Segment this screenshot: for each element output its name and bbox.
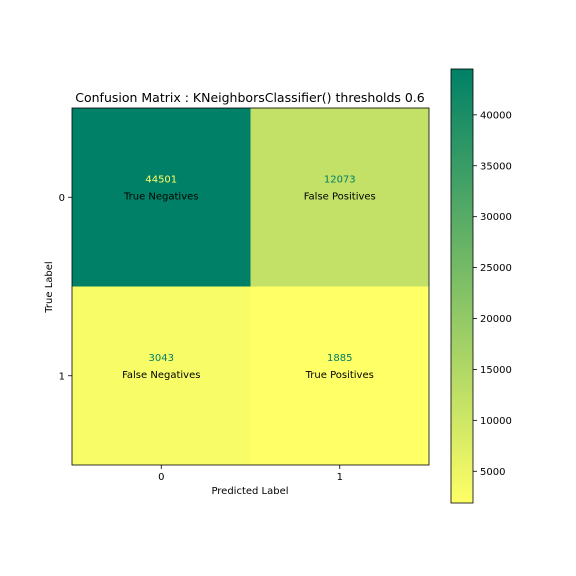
matrix-cells: 44501 True Negatives 12073 False Positives 3…	[72, 108, 429, 465]
colorbar-tick-label: 20000	[480, 314, 512, 325]
matrix-cell	[72, 108, 251, 287]
colorbar-tick-label: 30000	[480, 212, 512, 223]
x-tick-label: 1	[337, 472, 343, 483]
cell-label: True Positives	[305, 370, 374, 381]
colorbar-tick-label: 40000	[480, 110, 512, 121]
y-axis-ticks: 01	[59, 193, 72, 382]
colorbar-tick-label: 15000	[480, 365, 512, 376]
cell-value: 12073	[324, 174, 356, 185]
colorbar-ticks: 5000 10000 15000 20000 25000 30000 35000 40000	[473, 110, 512, 478]
colorbar-tick-label: 25000	[480, 263, 512, 274]
y-axis-label: True Label	[44, 261, 55, 313]
matrix-cell	[250, 286, 429, 465]
cell-label: True Negatives	[123, 191, 199, 202]
cell-label: False Positives	[304, 191, 376, 202]
matrix-cell	[72, 286, 251, 465]
cell-value: 3043	[149, 353, 174, 364]
colorbar	[450, 68, 474, 504]
chart-title: Confusion Matrix : KNeighborsClassifier(…	[75, 90, 425, 105]
matrix-cell	[250, 108, 429, 287]
x-axis-label: Predicted Label	[211, 486, 288, 497]
y-tick-label: 0	[59, 193, 65, 204]
colorbar-tick-label: 35000	[480, 161, 512, 172]
colorbar-tick-label: 5000	[480, 467, 505, 478]
x-tick-label: 0	[158, 472, 164, 483]
colorbar-tick-label: 10000	[480, 416, 512, 427]
plot-frame	[71, 107, 430, 466]
cell-value: 1885	[327, 353, 352, 364]
cell-value: 44501	[145, 174, 177, 185]
y-tick-label: 1	[59, 371, 65, 382]
cell-label: False Negatives	[122, 370, 200, 381]
